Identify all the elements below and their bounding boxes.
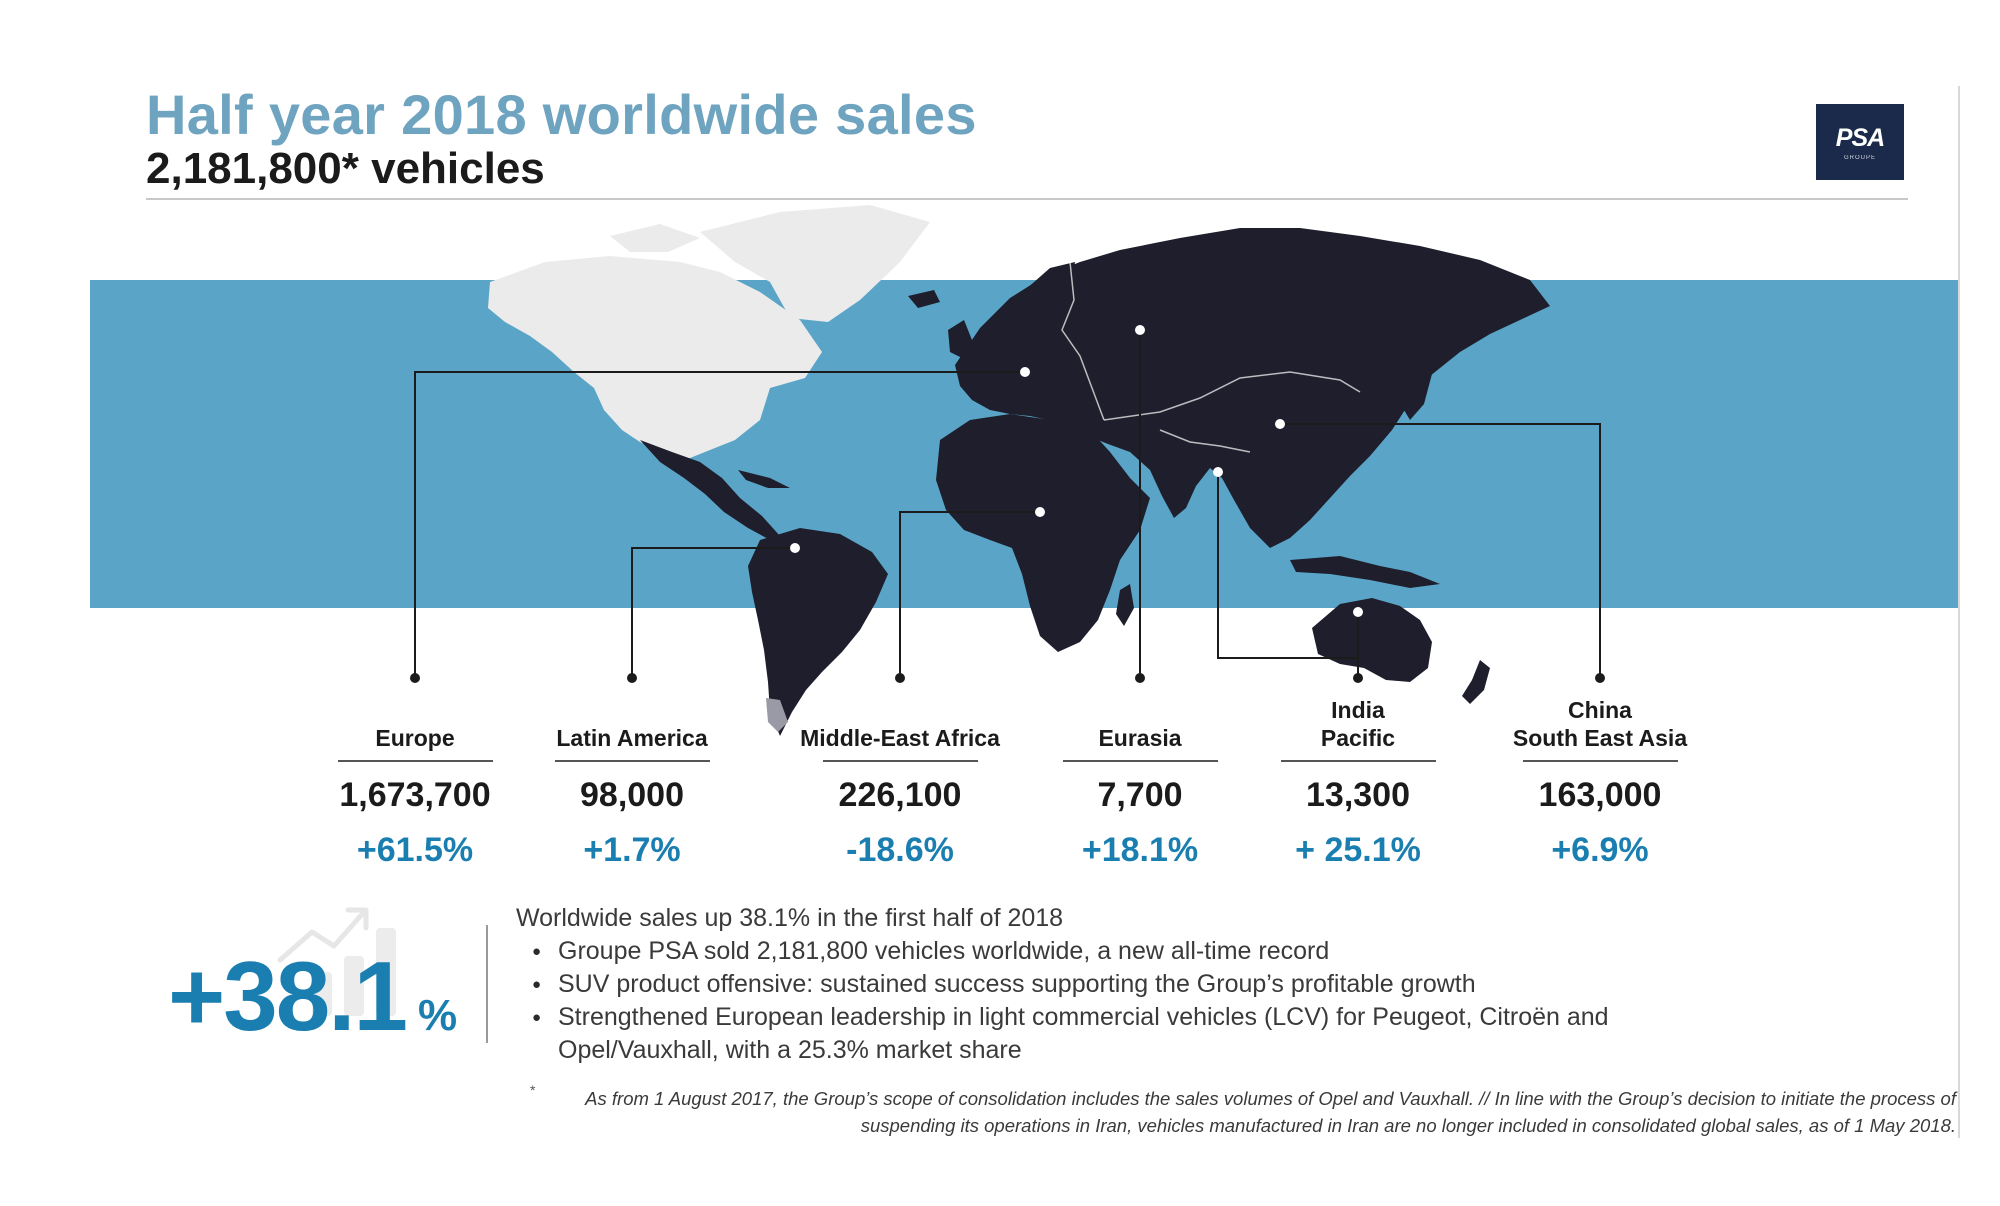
region-border-india-china (1159, 429, 1251, 453)
growth-value: +38.1 (168, 941, 408, 1051)
dot-india (1213, 467, 1223, 477)
footnote-text: As from 1 August 2017, the Group’s scope… (585, 1088, 1956, 1136)
iceland-shape (908, 290, 940, 308)
region-change-percent: +18.1% (1081, 831, 1199, 869)
psa-logo: PSA GROUPE (1816, 104, 1904, 180)
dot-europe (1020, 367, 1030, 377)
region-name: India Pacific (1320, 697, 1396, 751)
region-change-percent: + 25.1% (1295, 831, 1421, 869)
south-america-shape (748, 528, 888, 736)
connector-latin-america (631, 547, 795, 678)
scandinavia-shape (1005, 262, 1075, 336)
region-eurasia: Eurasia 7,700 +18.1% (1030, 688, 1250, 870)
region-europe: Europe 1,673,700 +61.5% (305, 688, 525, 870)
growth-chart-icon (277, 907, 396, 1016)
region-name: Latin America (556, 725, 708, 751)
region-sales-value: 163,000 (1538, 776, 1662, 814)
region-divider (554, 760, 710, 762)
summary-bullet: Strengthened European leadership in ligh… (532, 1001, 1732, 1067)
dot-latin-america (790, 543, 800, 553)
dot-pacific (1353, 607, 1363, 617)
region-middle-east-africa: Middle-East Africa 226,100 -18.6% (790, 688, 1010, 870)
title-divider (146, 198, 1908, 200)
slide-title: Half year 2018 worldwide sales (146, 83, 977, 146)
region-divider (1522, 760, 1678, 762)
caribbean-shape (738, 470, 790, 488)
summary-block: Worldwide sales up 38.1% in the first ha… (516, 902, 1732, 1067)
summary-bullet-list: Groupe PSA sold 2,181,800 vehicles world… (532, 935, 1732, 1067)
endpoint-latin-america (627, 673, 637, 683)
region-name: Eurasia (1098, 725, 1182, 751)
dot-middle-east-africa (1035, 507, 1045, 517)
australia-shape (1312, 598, 1432, 682)
region-sales-value: 226,100 (838, 776, 962, 814)
region-latin-america: Latin America 98,000 +1.7% (522, 688, 742, 870)
greenland-shape (700, 205, 930, 322)
north-america-shape (488, 256, 822, 462)
growth-unit: % (417, 991, 458, 1040)
footnote-marker: * (530, 1082, 536, 1098)
connector-china-sea (1280, 423, 1601, 678)
region-sales-value: 7,700 (1097, 776, 1183, 814)
connector-middle-east-africa (899, 511, 1040, 678)
region-sales-value: 13,300 (1306, 776, 1410, 814)
region-change-percent: +1.7% (583, 831, 681, 869)
patagonia-shape (766, 698, 788, 732)
dot-china (1275, 419, 1285, 429)
central-america-shape (640, 440, 780, 540)
summary-bullet: SUV product offensive: sustained success… (532, 968, 1732, 1001)
dot-eurasia (1135, 325, 1145, 335)
total-vehicles-subtitle: 2,181,800* vehicles (146, 144, 545, 193)
endpoint-india-pacific (1353, 673, 1363, 683)
logo-subtext: GROUPE (1843, 154, 1876, 161)
summary-divider (486, 925, 488, 1043)
connector-india-pacific-a (1217, 472, 1359, 678)
region-divider (337, 760, 493, 762)
summary-bullet: Groupe PSA sold 2,181,800 vehicles world… (532, 935, 1732, 968)
madagascar-shape (1116, 584, 1134, 626)
eurasia-shape (955, 228, 1550, 548)
connector-europe (414, 371, 1025, 678)
endpoint-china-sea (1595, 673, 1605, 683)
region-sales-value: 1,673,700 (339, 776, 491, 814)
worldwide-growth-highlight: +38.1% (168, 940, 457, 1053)
indonesia-shape (1290, 556, 1440, 588)
region-name: China South East Asia (1512, 697, 1688, 751)
slide-right-border (1958, 86, 1960, 1138)
arctic-islands-shape (610, 224, 700, 252)
logo-text: PSA (1835, 123, 1885, 152)
region-sales-value: 98,000 (580, 776, 684, 814)
region-india-pacific: India Pacific 13,300 + 25.1% (1248, 688, 1468, 870)
new-zealand-shape (1462, 660, 1490, 704)
region-change-percent: +6.9% (1551, 831, 1649, 869)
japan-shape (1404, 360, 1432, 420)
region-divider (1062, 760, 1218, 762)
endpoint-europe (410, 673, 420, 683)
region-border-eurasia-asia (1103, 371, 1361, 421)
region-border-europe-eurasia (1061, 261, 1105, 421)
endpoint-middle-east-africa (895, 673, 905, 683)
region-china-south-east-asia: China South East Asia 163,000 +6.9% (1490, 688, 1710, 870)
summary-heading: Worldwide sales up 38.1% in the first ha… (516, 904, 1064, 932)
uk-shape (948, 320, 972, 358)
region-change-percent: +61.5% (356, 831, 474, 869)
region-divider (1280, 760, 1436, 762)
africa-shape (936, 414, 1150, 652)
region-name: Middle-East Africa (800, 725, 1000, 751)
region-name: Europe (375, 725, 455, 751)
region-change-percent: -18.6% (846, 831, 954, 869)
region-divider (822, 760, 978, 762)
endpoint-eurasia (1135, 673, 1145, 683)
